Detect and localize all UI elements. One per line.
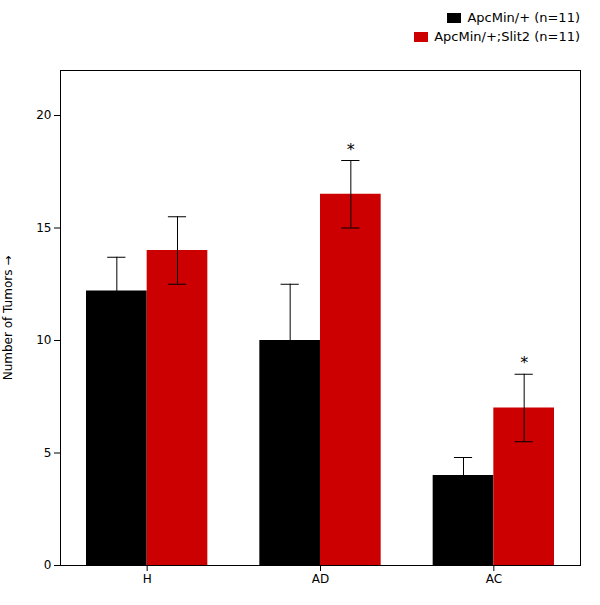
svg-text:H: H [143, 572, 152, 586]
svg-text:*: * [520, 353, 528, 372]
svg-text:Number of Tumors →: Number of Tumors → [1, 256, 15, 381]
html-text:ApcMin/+;Slit2 (n=11): ApcMin/+;Slit2 (n=11) [434, 29, 580, 44]
svg-text:AC: AC [486, 572, 502, 586]
svg-text:5: 5 [44, 446, 52, 460]
svg-text:10: 10 [36, 333, 51, 347]
html-text:ApcMin/+ (n=11): ApcMin/+ (n=11) [467, 10, 580, 25]
svg-text:20: 20 [36, 108, 51, 122]
svg-text:AD: AD [312, 572, 329, 586]
svg-text:15: 15 [36, 221, 51, 235]
svg-text:0: 0 [44, 558, 52, 572]
svg-text:*: * [347, 140, 355, 159]
